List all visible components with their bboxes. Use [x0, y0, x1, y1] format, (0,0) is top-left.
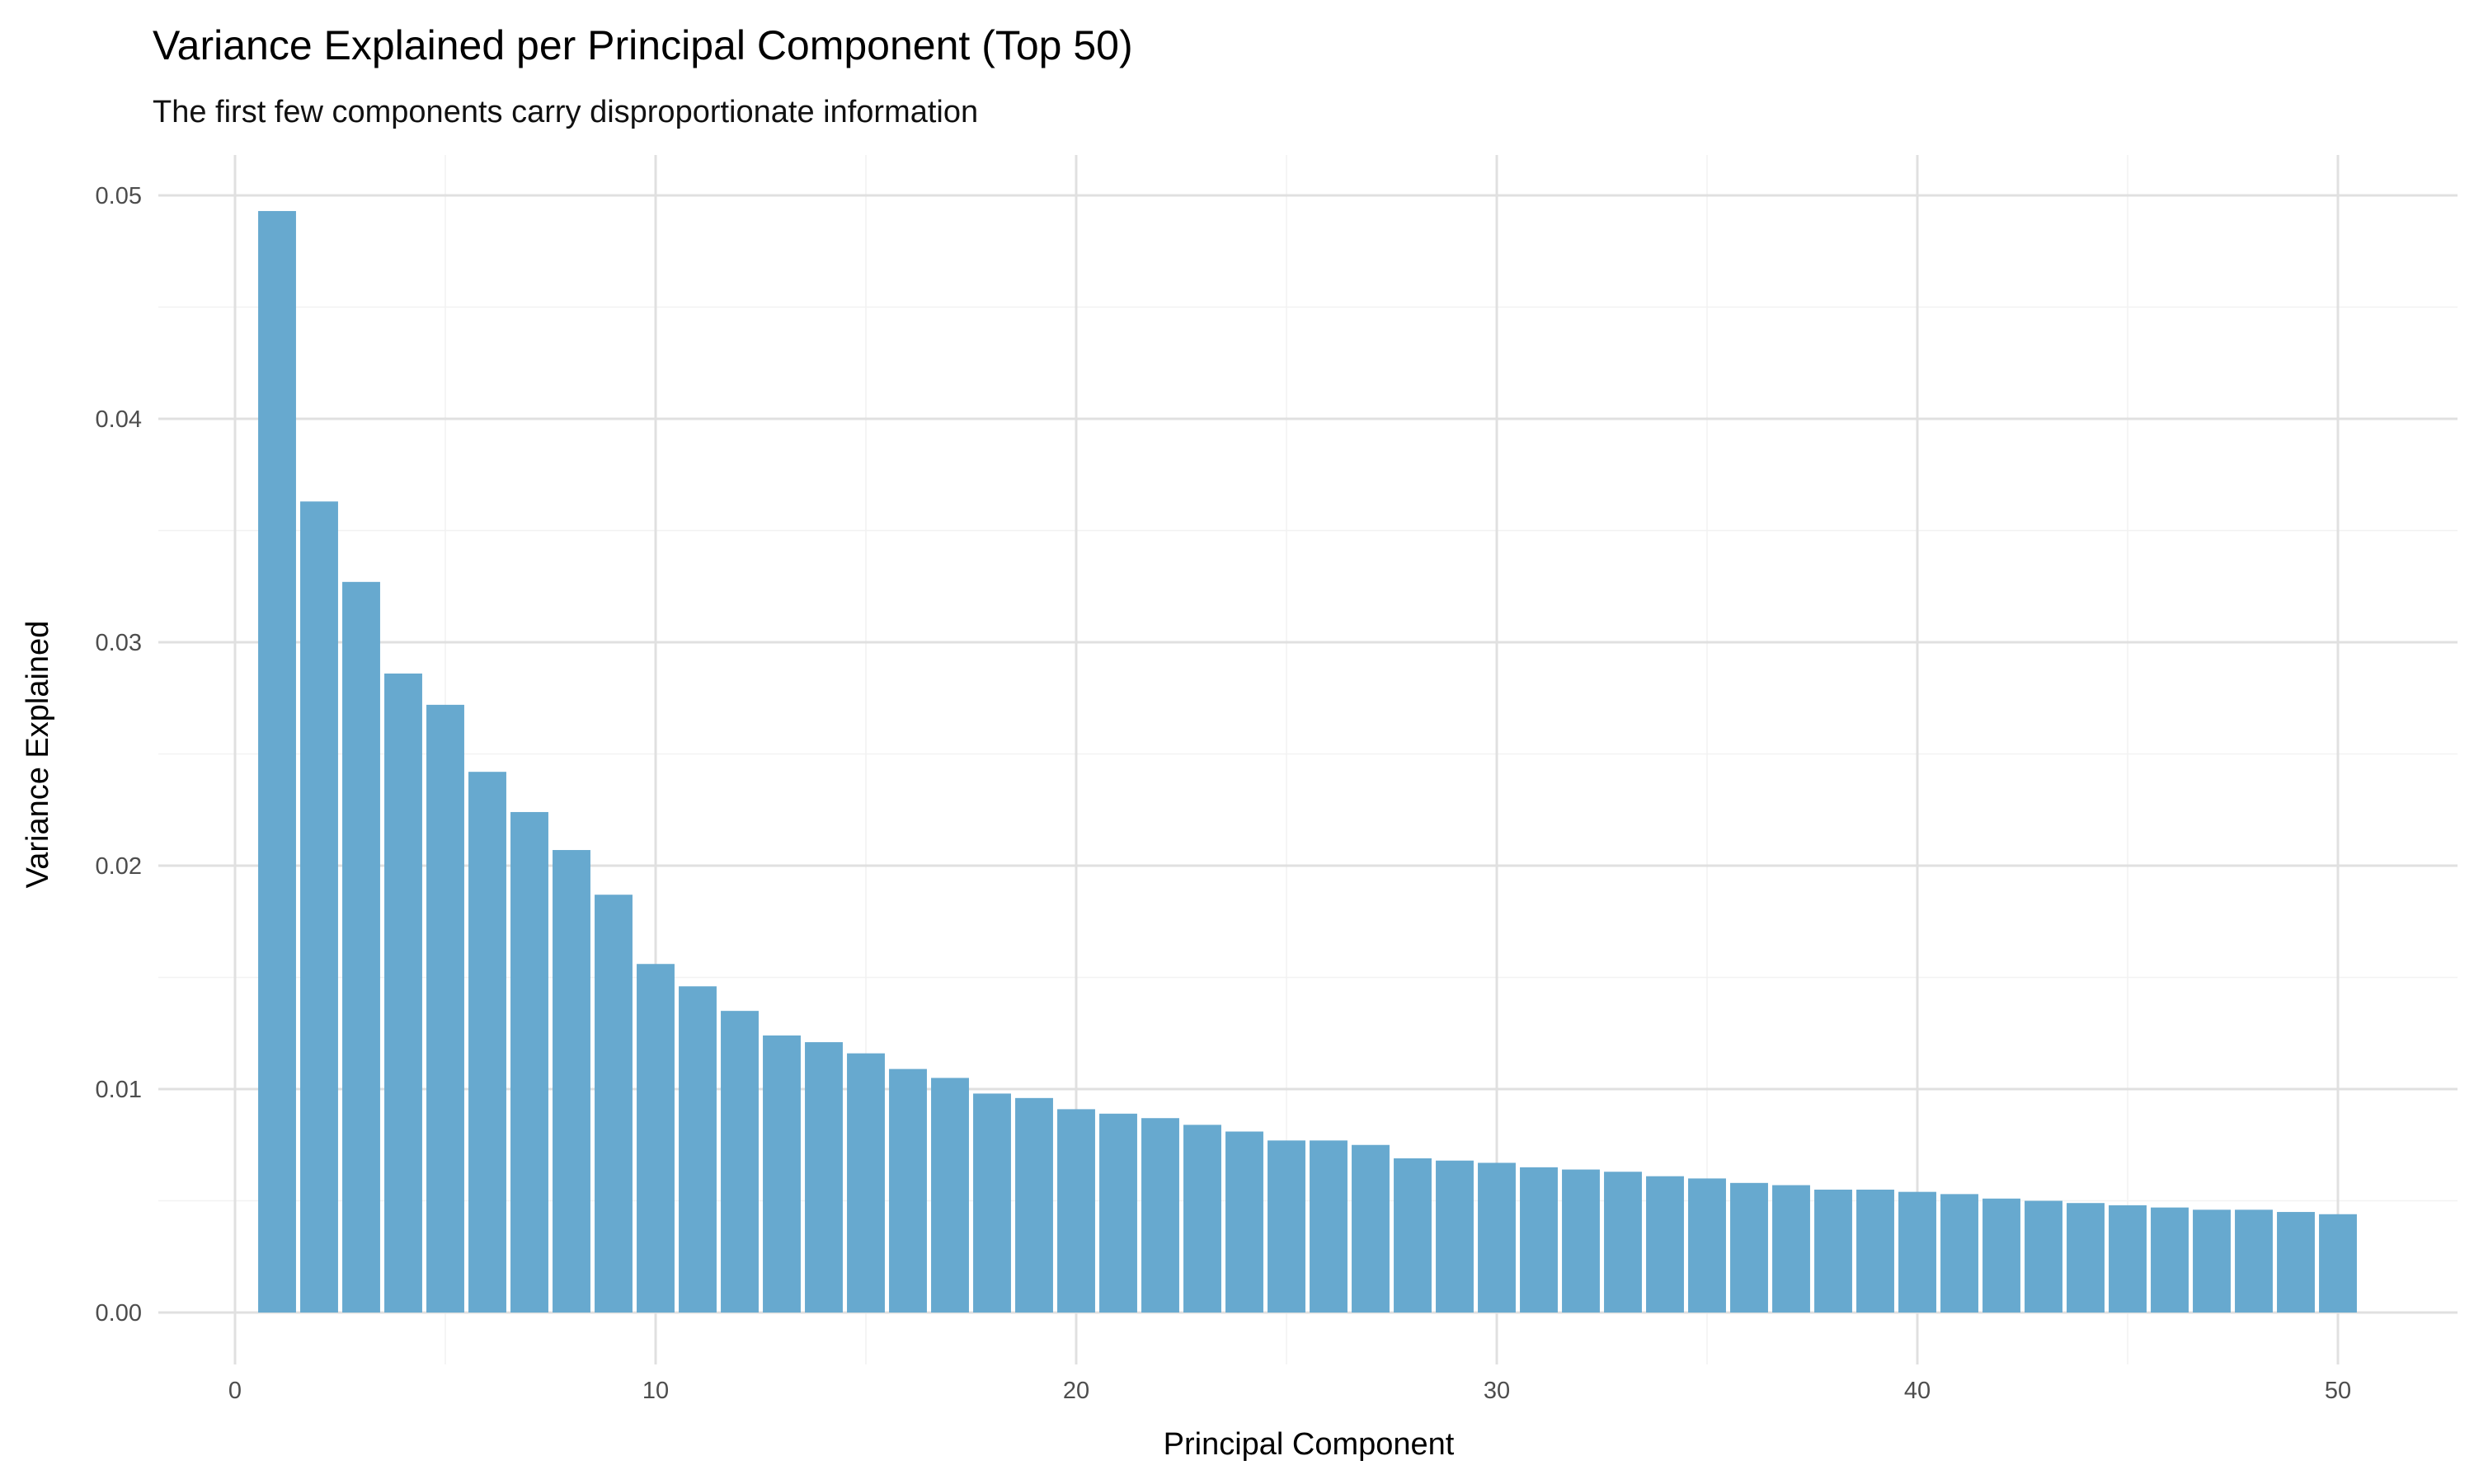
y-tick-label: 0.02	[96, 853, 142, 880]
bar-pc-46	[2151, 1207, 2189, 1313]
bar-pc-8	[553, 850, 590, 1313]
bar-pc-16	[889, 1068, 927, 1313]
bar-pc-22	[1141, 1118, 1179, 1313]
bar-pc-31	[1520, 1167, 1558, 1313]
bar-pc-14	[805, 1042, 843, 1313]
bar-pc-35	[1688, 1178, 1726, 1313]
y-axis-ticks: 0.00 0.01 0.02 0.03 0.04 0.05	[96, 183, 142, 1327]
bar-pc-34	[1646, 1176, 1684, 1313]
bar-pc-45	[2109, 1205, 2147, 1313]
bar-pc-17	[931, 1078, 969, 1313]
bar-pc-36	[1730, 1182, 1768, 1313]
bar-pc-20	[1057, 1109, 1095, 1313]
bar-pc-41	[1940, 1194, 1978, 1313]
bar-pc-6	[468, 772, 506, 1313]
bar-pc-23	[1183, 1125, 1221, 1313]
x-tick-label: 20	[1063, 1378, 1089, 1404]
bar-pc-49	[2277, 1212, 2315, 1313]
bar-pc-32	[1562, 1169, 1600, 1313]
chart-title: Variance Explained per Principal Compone…	[153, 22, 1133, 68]
x-tick-label: 0	[228, 1378, 242, 1404]
bar-pc-38	[1814, 1189, 1852, 1313]
bar-pc-42	[1982, 1198, 2020, 1313]
bar-pc-26	[1310, 1140, 1348, 1313]
bar-pc-25	[1268, 1140, 1305, 1313]
bar-pc-39	[1856, 1189, 1894, 1313]
x-tick-label: 40	[1904, 1378, 1931, 1404]
bar-pc-44	[2067, 1203, 2105, 1313]
bar-pc-29	[1436, 1160, 1474, 1313]
bar-pc-24	[1225, 1131, 1263, 1313]
chart-subtitle: The first few components carry dispropor…	[153, 95, 978, 129]
bar-pc-13	[763, 1035, 801, 1313]
bar-pc-33	[1604, 1172, 1642, 1313]
bar-pc-50	[2319, 1214, 2357, 1313]
y-tick-label: 0.03	[96, 630, 142, 656]
bar-pc-2	[300, 501, 338, 1313]
y-tick-label: 0.01	[96, 1077, 142, 1103]
bar-pc-10	[637, 964, 675, 1313]
bars	[258, 210, 2357, 1313]
bar-pc-1	[258, 210, 296, 1313]
bar-pc-47	[2193, 1209, 2231, 1313]
bar-pc-4	[384, 673, 422, 1313]
y-tick-label: 0.00	[96, 1300, 142, 1327]
bar-pc-48	[2235, 1209, 2273, 1313]
bar-pc-19	[1015, 1097, 1053, 1313]
x-axis-title: Principal Component	[1164, 1427, 1455, 1462]
x-axis-ticks: 0 10 20 30 40 50	[228, 1378, 2351, 1404]
bar-pc-30	[1478, 1162, 1516, 1313]
bar-pc-28	[1394, 1158, 1432, 1313]
y-axis-title: Variance Explained	[21, 621, 55, 889]
y-tick-label: 0.05	[96, 183, 142, 209]
bar-pc-5	[426, 704, 464, 1313]
bar-pc-12	[721, 1011, 759, 1313]
y-tick-label: 0.04	[96, 406, 142, 433]
bar-pc-15	[847, 1053, 885, 1313]
x-tick-label: 10	[642, 1378, 669, 1404]
bar-pc-27	[1352, 1144, 1390, 1313]
x-tick-label: 30	[1484, 1378, 1510, 1404]
bar-pc-9	[595, 895, 633, 1313]
x-tick-label: 50	[2325, 1378, 2351, 1404]
bar-pc-40	[1898, 1191, 1936, 1313]
bar-pc-43	[2025, 1200, 2062, 1313]
bar-pc-7	[510, 811, 548, 1313]
bar-pc-3	[342, 581, 380, 1313]
bar-pc-37	[1772, 1185, 1810, 1313]
bar-pc-18	[973, 1093, 1011, 1313]
bar-pc-11	[679, 986, 717, 1313]
bar-pc-21	[1099, 1113, 1137, 1313]
